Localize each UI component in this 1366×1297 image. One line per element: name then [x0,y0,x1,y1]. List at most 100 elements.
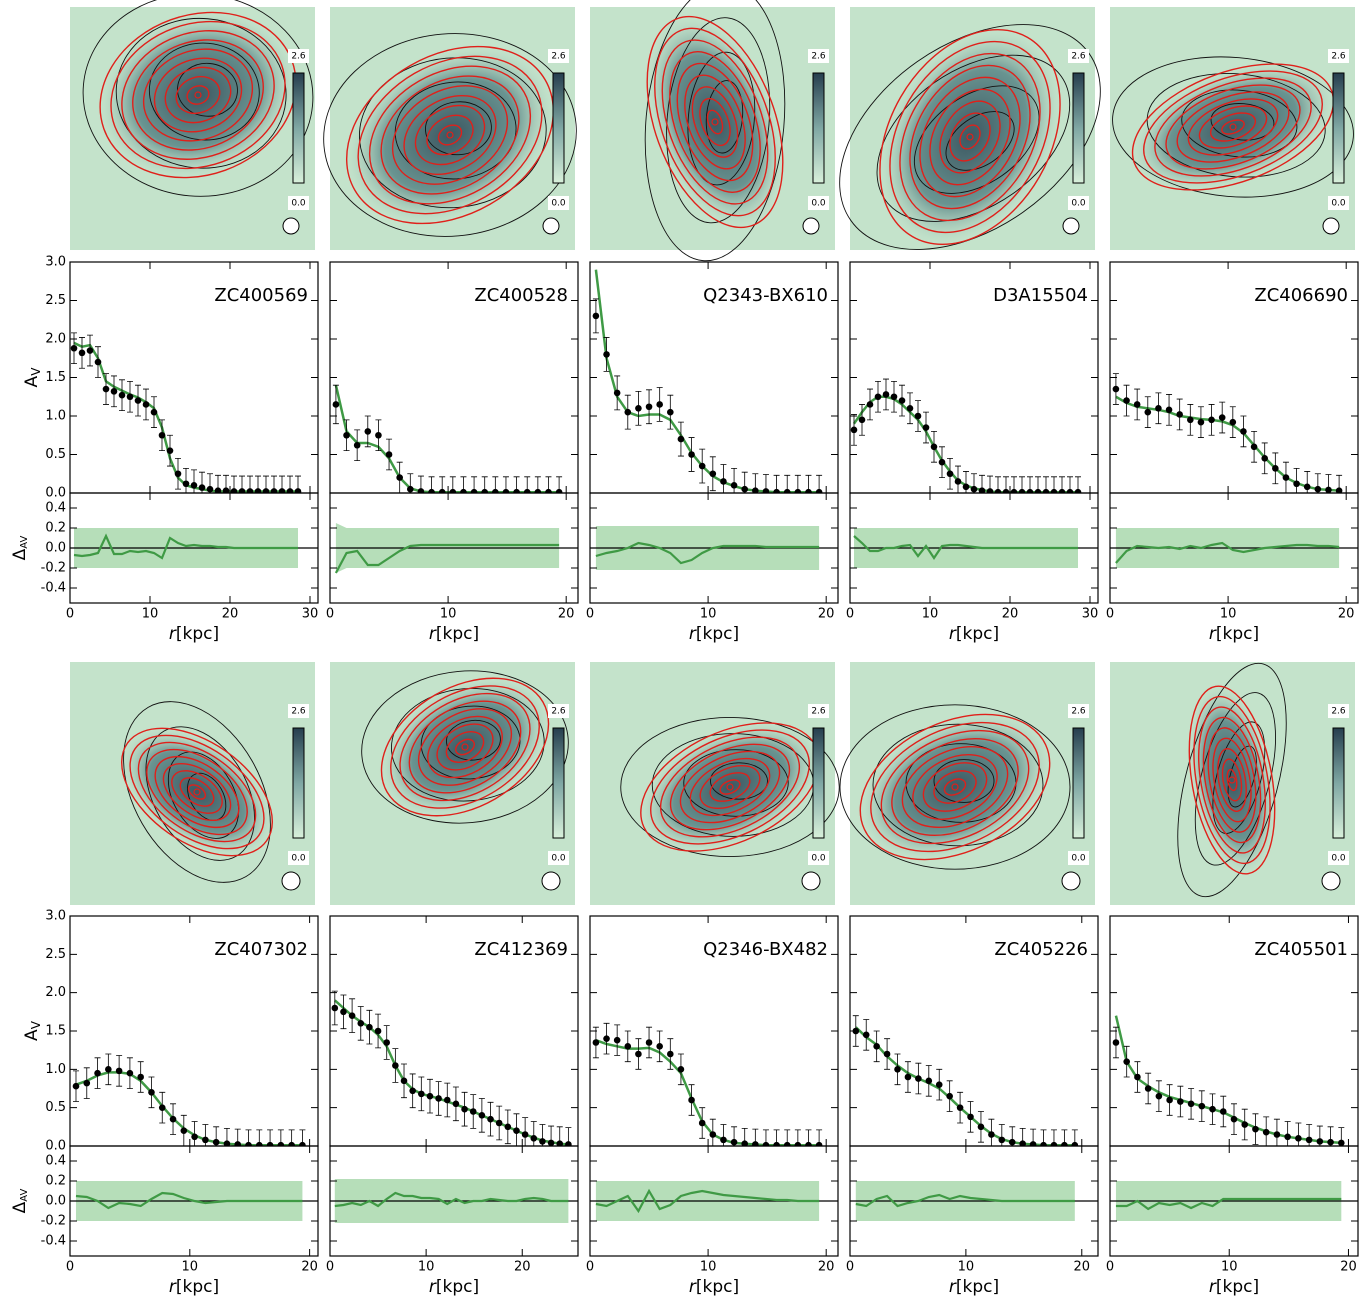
model-isophote [919,76,1021,198]
x-axis-unit: [kpc] [176,1277,219,1297]
data-point [720,1136,727,1144]
data-point [374,1027,382,1035]
residual-symbol: Δ [10,548,30,560]
data-point [502,488,510,493]
residual-axis-label: ΔAV [10,536,30,561]
data-point [555,488,563,493]
data-point [492,488,499,493]
colorbar-label-bg [548,704,569,718]
beam [801,871,821,891]
data-point [1187,1100,1195,1108]
x-axis-label: r[kpc] [689,624,739,644]
data-point [545,488,552,493]
y-axis-label: AV [22,367,43,388]
contour [82,0,314,197]
residual-y-tick-label: 0.2 [45,1174,66,1189]
data-point [435,1095,442,1102]
x-axis-symbol: r [689,1277,697,1297]
data-point [1040,1141,1047,1146]
data-point [348,1012,356,1019]
data-point [396,474,403,481]
model-isophote [684,74,746,170]
center [193,788,201,796]
model-isophote [912,754,998,820]
data-point [741,1140,749,1146]
contour [1210,103,1275,141]
data-point [1219,1108,1227,1115]
residual-y-tick-label: -0.2 [41,561,66,576]
model-isophote [669,743,791,831]
model-isophote [1221,758,1243,802]
y-axis-sub: V [29,367,43,376]
model-isophote [390,685,540,809]
data-point [182,480,190,488]
contour [644,0,786,262]
center [194,91,202,99]
residual-line [334,543,560,574]
x-tick-label: 0 [586,607,594,622]
model-isophote [445,731,485,763]
x-axis-symbol: r [429,1277,437,1297]
model-isophote [901,746,1009,828]
colorbar-label-bg [1328,704,1349,718]
profile-plot [70,332,302,493]
model-isophote [1207,727,1257,833]
colorbar-min: 0.0 [1071,854,1086,864]
contour [1194,692,1276,866]
model-isophote [1217,748,1247,812]
data-point [1010,488,1018,493]
data-point [94,358,102,366]
residual-axis-label: ΔAV [10,1189,30,1214]
data-point [150,408,158,416]
y-tick-label: 2.0 [45,332,66,347]
colorbar-label-bg [548,196,569,210]
beam [1322,217,1340,235]
data-point [970,485,978,493]
data-point [134,397,142,404]
center [951,783,959,791]
data-point [1197,418,1205,426]
colorbar-label-bg [548,49,569,63]
contour [390,688,545,802]
data-point [967,1113,974,1121]
data-point [426,1092,434,1100]
center [711,118,719,126]
model-isophote [455,738,475,756]
colorbar [292,727,305,839]
model-isophote [1221,119,1245,135]
x-tick-label: 0 [326,1260,334,1275]
model-isophote [179,777,215,807]
data-point [230,488,238,493]
x-tick-label: 30 [302,607,319,622]
colorbar-max: 2.6 [551,52,566,62]
colorbar-label-bg [1068,704,1089,718]
colorbar-min: 0.0 [811,199,826,209]
colorbar [292,72,305,184]
colorbar-min: 0.0 [1331,854,1346,864]
residual-line [853,535,1078,560]
object-name: Q2346-BX482 [703,939,828,960]
object-name: ZC412369 [474,939,568,960]
data-point [385,451,393,458]
dust-blob [636,719,824,855]
model-isophote [706,109,724,135]
map: 2.6 0.0 [70,662,315,905]
data-point [530,1135,538,1142]
data-point [1273,1131,1281,1138]
x-axis-unit: [kpc] [436,624,479,644]
dust-blob [377,674,553,820]
model-isophote [129,734,265,850]
data-point [461,1105,468,1113]
data-point [487,1115,494,1123]
data-point [270,488,278,493]
residual-plot [850,1181,1098,1221]
y-tick-label: 0.0 [45,486,66,501]
colorbar-min: 0.0 [1071,199,1086,209]
map: 2.6 0.0 [590,662,840,905]
center [446,131,454,139]
data-point [223,1140,231,1146]
residual-plot [70,1181,318,1221]
y-tick-label: 2.5 [45,947,66,962]
model-isophote [357,55,543,215]
model-isophote [949,112,991,162]
